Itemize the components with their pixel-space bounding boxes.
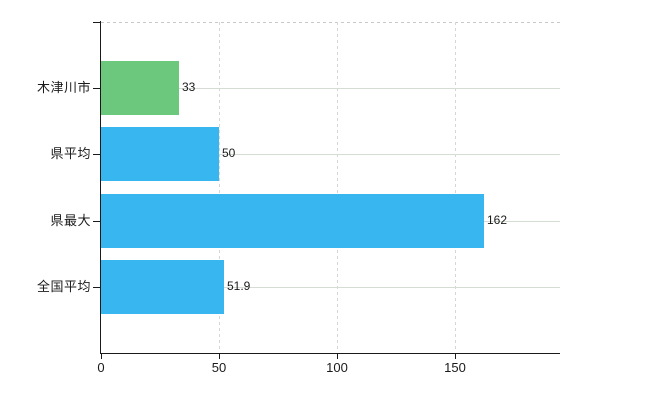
x-tick-label: 0 <box>97 360 105 375</box>
y-axis-end-tick <box>93 22 100 23</box>
bar <box>101 61 179 115</box>
y-tick-mark <box>93 287 100 288</box>
gridline-horizontal <box>101 88 560 89</box>
x-tick-label: 50 <box>211 360 227 375</box>
bar-value-label: 51.9 <box>227 279 251 293</box>
x-tick-mark <box>337 354 338 359</box>
y-axis-line <box>100 21 101 354</box>
gridline-vertical <box>337 22 338 352</box>
y-tick-mark <box>93 154 100 155</box>
y-axis-label: 全国平均 <box>36 279 91 294</box>
y-axis-label: 県平均 <box>50 146 91 161</box>
x-tick-mark <box>219 354 220 359</box>
bar <box>101 194 484 248</box>
bar-value-label: 50 <box>222 146 236 160</box>
plot-top-boundary <box>101 22 560 23</box>
gridline-vertical <box>219 22 220 352</box>
y-axis-label: 木津川市 <box>36 80 91 95</box>
bar-value-label: 162 <box>487 213 508 227</box>
x-tick-label: 150 <box>444 360 466 375</box>
y-tick-mark <box>93 221 100 222</box>
bar <box>101 127 219 181</box>
x-tick-mark <box>101 354 102 359</box>
gridline-horizontal <box>101 287 560 288</box>
gridline-vertical <box>455 22 456 352</box>
y-axis-label: 県最大 <box>50 213 91 228</box>
bar-value-label: 33 <box>182 80 196 94</box>
bar <box>101 260 224 314</box>
x-tick-label: 100 <box>326 360 348 375</box>
gridline-horizontal <box>101 154 560 155</box>
x-tick-mark <box>455 354 456 359</box>
y-tick-mark <box>93 88 100 89</box>
x-axis-line <box>100 353 560 354</box>
